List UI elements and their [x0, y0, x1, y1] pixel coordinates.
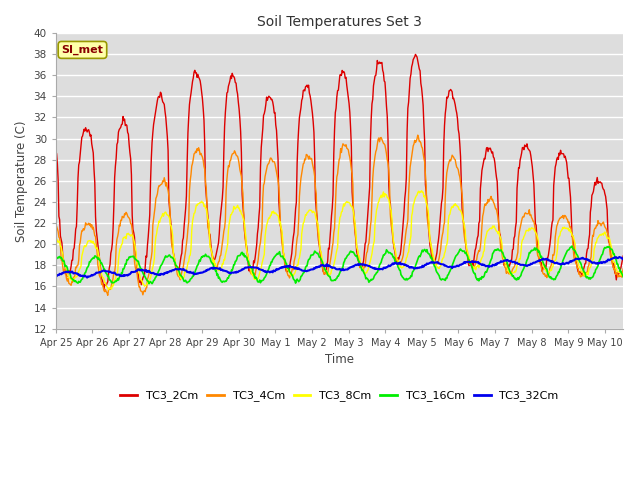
TC3_32Cm [52, 274, 60, 280]
TC3_32Cm [83, 275, 91, 280]
TC3_16Cm [316, 254, 324, 260]
Line: TC3_2Cm: TC3_2Cm [56, 54, 623, 289]
TC3_32Cm [474, 259, 481, 265]
TC3_8Cm [52, 237, 60, 243]
TC3_8Cm [54, 240, 62, 245]
TC3_8Cm [418, 188, 426, 193]
TC3_4Cm [104, 292, 111, 298]
TC3_16Cm [620, 274, 627, 280]
TC3_2Cm [132, 255, 140, 261]
TC3_4Cm [52, 224, 60, 230]
X-axis label: Time: Time [325, 353, 354, 366]
Line: TC3_32Cm: TC3_32Cm [56, 257, 623, 277]
TC3_16Cm [54, 254, 62, 260]
TC3_8Cm [132, 249, 140, 254]
TC3_2Cm [100, 287, 108, 292]
TC3_2Cm [620, 253, 627, 259]
TC3_8Cm [461, 222, 468, 228]
TC3_4Cm [316, 246, 324, 252]
TC3_8Cm [316, 248, 324, 253]
TC3_32Cm [132, 268, 140, 274]
TC3_4Cm [295, 217, 303, 223]
TC3_4Cm [414, 132, 422, 138]
TC3_4Cm [54, 228, 62, 234]
TC3_32Cm [54, 272, 62, 278]
TC3_8Cm [105, 287, 113, 292]
TC3_2Cm [54, 177, 62, 183]
TC3_4Cm [132, 267, 140, 273]
TC3_16Cm [460, 248, 467, 254]
TC3_2Cm [316, 250, 324, 255]
TC3_16Cm [131, 256, 139, 262]
TC3_4Cm [620, 266, 627, 272]
TC3_8Cm [620, 270, 627, 276]
TC3_32Cm [316, 264, 324, 269]
TC3_2Cm [52, 148, 60, 154]
TC3_16Cm [295, 279, 303, 285]
Text: SI_met: SI_met [61, 45, 104, 55]
TC3_16Cm [52, 257, 60, 263]
TC3_32Cm [620, 256, 627, 262]
Line: TC3_16Cm: TC3_16Cm [56, 246, 623, 284]
Line: TC3_8Cm: TC3_8Cm [56, 191, 623, 289]
TC3_2Cm [474, 233, 482, 239]
TC3_16Cm [474, 277, 481, 283]
TC3_2Cm [295, 126, 303, 132]
TC3_2Cm [461, 227, 468, 232]
Y-axis label: Soil Temperature (C): Soil Temperature (C) [15, 120, 28, 241]
Line: TC3_4Cm: TC3_4Cm [56, 135, 623, 295]
TC3_16Cm [568, 243, 576, 249]
TC3_32Cm [295, 265, 303, 271]
TC3_32Cm [616, 254, 623, 260]
TC3_4Cm [474, 250, 482, 255]
Legend: TC3_2Cm, TC3_4Cm, TC3_8Cm, TC3_16Cm, TC3_32Cm: TC3_2Cm, TC3_4Cm, TC3_8Cm, TC3_16Cm, TC3… [116, 386, 563, 406]
TC3_4Cm [461, 234, 468, 240]
Title: Soil Temperatures Set 3: Soil Temperatures Set 3 [257, 15, 422, 29]
TC3_8Cm [295, 257, 303, 263]
TC3_16Cm [145, 281, 153, 287]
TC3_32Cm [460, 260, 467, 266]
TC3_2Cm [412, 51, 419, 57]
TC3_8Cm [474, 262, 482, 268]
